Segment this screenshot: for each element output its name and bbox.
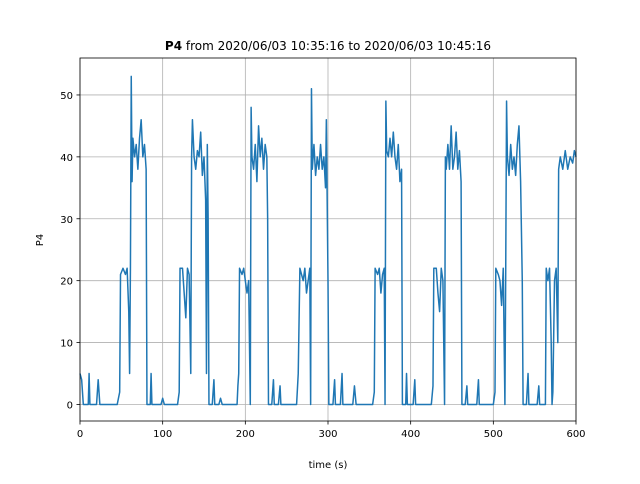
y-axis-label: P4 [35,234,46,246]
x-tick-label: 300 [318,429,337,440]
x-tick-label: 400 [401,429,420,440]
x-tick-label: 200 [236,429,255,440]
x-axis-label: time (s) [309,460,348,471]
data-line [79,75,577,406]
x-tick-label: 100 [153,429,172,440]
x-tick-label: 500 [484,429,503,440]
y-tick-label: 50 [60,91,73,102]
y-tick-label: 20 [60,277,73,288]
x-tick-label: 0 [77,429,83,440]
title-bold: P4 [165,39,182,53]
x-tick-label: 600 [566,429,585,440]
chart-title: P4 from 2020/06/03 10:35:16 to 2020/06/0… [165,39,491,53]
y-tick-label: 30 [60,215,73,226]
axes-frame [79,57,577,422]
title-rest: from 2020/06/03 10:35:16 to 2020/06/03 1… [186,39,491,53]
y-tick-label: 40 [60,153,73,164]
y-tick-label: 10 [60,339,73,350]
y-tick-label: 0 [67,400,73,411]
